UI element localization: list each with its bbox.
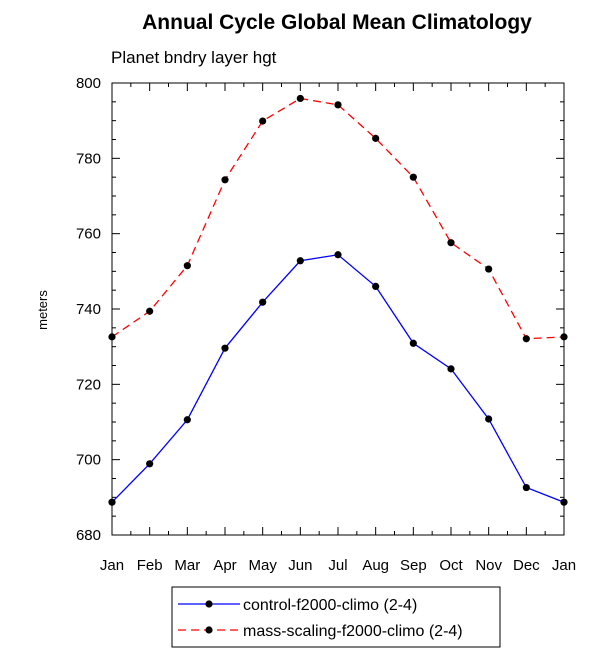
data-point-control <box>259 298 267 306</box>
data-point-mass-scaling <box>522 335 530 343</box>
legend: control-f2000-climo (2-4) mass-scaling-f2… <box>178 597 463 640</box>
x-tick-label-dec: Dec <box>513 557 540 574</box>
y-tick-label-680: 680 <box>76 527 101 544</box>
x-tick-label-may: May <box>248 557 277 574</box>
y-tick-label-800: 800 <box>76 75 101 92</box>
series-line-mass-scaling <box>111 97 565 340</box>
x-tick-label-nov: Nov <box>475 557 502 574</box>
series-control <box>108 251 568 506</box>
data-point-mass-scaling <box>485 265 493 273</box>
plot-area <box>111 82 565 536</box>
data-point-control <box>485 415 493 423</box>
data-point-control <box>296 257 304 265</box>
series-line-control <box>111 254 565 503</box>
data-point-mass-scaling <box>447 239 455 247</box>
data-point-control <box>447 365 455 373</box>
data-point-control <box>522 483 530 492</box>
data-point-mass-scaling <box>334 101 342 109</box>
x-tick-label-aug: Aug <box>362 557 389 574</box>
axis-ticks <box>111 82 565 536</box>
data-point-mass-scaling <box>108 333 116 341</box>
data-point-mass-scaling <box>296 94 304 103</box>
legend-label-control: control-f2000-climo (2-4) <box>243 597 417 614</box>
chart-title: Annual Cycle Global Mean Climatology <box>142 11 532 34</box>
x-tick-label-jun: Jun <box>288 557 312 574</box>
legend-label-mass-scaling: mass-scaling-f2000-climo (2-4) <box>243 623 463 640</box>
series-layer <box>108 94 568 506</box>
data-point-mass-scaling <box>372 134 380 142</box>
data-point-mass-scaling <box>259 117 267 125</box>
data-point-control <box>372 282 380 290</box>
data-point-control <box>108 498 116 506</box>
data-point-control <box>183 416 191 424</box>
x-tick-label-apr: Apr <box>213 557 236 574</box>
legend-marker-control <box>205 600 213 608</box>
data-point-mass-scaling <box>146 307 154 315</box>
legend-box <box>171 586 501 648</box>
x-tick-label-jul: Jul <box>328 557 347 574</box>
x-tick-label-oct: Oct <box>439 557 463 574</box>
y-tick-label-760: 760 <box>76 226 101 243</box>
data-point-mass-scaling <box>560 333 568 341</box>
data-point-mass-scaling <box>221 176 229 184</box>
y-tick-label-700: 700 <box>76 452 101 469</box>
series-mass-scaling <box>108 94 568 343</box>
x-tick-labels: Jan Feb Mar Apr May Jun Jul Aug Sep Oct Nov Dec Jan <box>100 557 576 574</box>
data-point-control <box>221 344 229 352</box>
data-point-control <box>146 460 154 468</box>
x-tick-label-feb: Feb <box>137 557 163 574</box>
x-tick-label-jan: Jan <box>552 557 576 574</box>
y-tick-labels: 680 700 720 740 760 780 800 <box>76 75 101 544</box>
data-point-control <box>560 498 568 506</box>
data-point-control <box>334 251 342 259</box>
y-tick-label-720: 720 <box>76 376 101 393</box>
chart-subtitle: Planet bndry layer hgt <box>111 48 277 67</box>
x-tick-label-mar: Mar <box>174 557 200 574</box>
y-tick-label-740: 740 <box>76 301 101 318</box>
y-axis-label: meters <box>35 290 50 330</box>
x-tick-label-jan: Jan <box>100 557 124 574</box>
x-tick-label-sep: Sep <box>400 557 427 574</box>
legend-marker-mass-scaling <box>205 626 213 634</box>
y-tick-label-780: 780 <box>76 150 101 167</box>
data-point-mass-scaling <box>183 262 191 270</box>
data-point-control <box>409 339 417 347</box>
data-point-mass-scaling <box>409 173 417 181</box>
